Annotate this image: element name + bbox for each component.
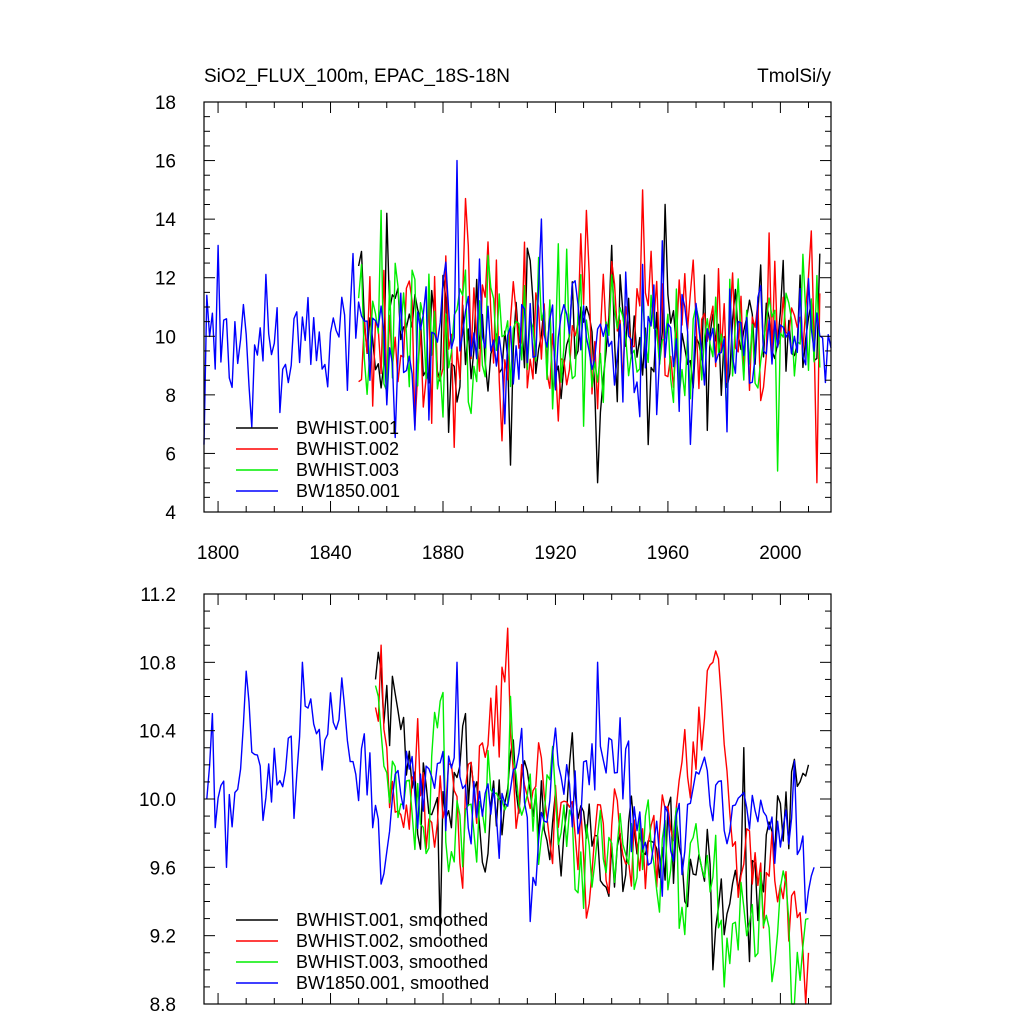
legend-label-1-2: BWHIST.003, smoothed (296, 952, 488, 972)
top-plot-frame (203, 101, 832, 513)
legend-label-0-1: BWHIST.002 (296, 439, 399, 459)
series-line-1-0 (374, 651, 810, 971)
legend-label-0-0: BWHIST.001 (296, 418, 399, 438)
x-tick-label: 1800 (197, 543, 239, 564)
legend-label-1-0: BWHIST.001, smoothed (296, 910, 488, 930)
x-tick-label: 1920 (534, 543, 576, 564)
y-tick-label: 6 (165, 444, 176, 465)
y-tick-label: 18 (155, 93, 176, 114)
y-tick-label: 10 (155, 327, 176, 348)
x-tick-label: 1840 (309, 543, 351, 564)
legend-label-1-3: BW1850.001, smoothed (296, 973, 489, 993)
y-tick-label: 10.4 (139, 722, 176, 743)
y-tick-label: 8 (165, 386, 176, 407)
y-tick-label: 10.0 (139, 790, 176, 811)
y-tick-label: 9.6 (150, 858, 176, 879)
top-chart-units: TmolSi/y (757, 66, 831, 87)
x-tick-label: 1880 (422, 543, 464, 564)
y-tick-label: 16 (155, 152, 176, 173)
bottom-series-layer (206, 627, 815, 1005)
series-line-0-3 (203, 159, 832, 446)
legend-label-0-2: BWHIST.003 (296, 460, 399, 480)
top-ticks: 4 6 8 10 12 14 16 18 1800 1840 1880 1920 1960 2000 (155, 93, 831, 564)
series-line-1-3 (206, 661, 815, 923)
legend-label-1-1: BWHIST.002, smoothed (296, 931, 488, 951)
bottom-ticks: 8.8 9.2 9.6 10.0 10.4 10.8 11.2 (139, 585, 831, 1016)
y-tick-label: 4 (165, 503, 176, 524)
x-tick-label: 2000 (759, 543, 801, 564)
y-tick-label: 12 (155, 269, 176, 290)
y-tick-label: 11.2 (140, 585, 176, 606)
top-panel: SiO2_FLUX_100m, EPAC_18S-18N TmolSi/y BW… (155, 66, 832, 564)
y-tick-label: 8.8 (150, 995, 176, 1016)
series-line-1-2 (374, 685, 809, 1005)
top-chart-title: SiO2_FLUX_100m, EPAC_18S-18N (204, 66, 510, 87)
y-tick-label: 10.8 (139, 653, 176, 674)
y-tick-label: 9.2 (150, 927, 176, 948)
top-series-layer (203, 159, 832, 484)
bottom-plot-frame (203, 593, 832, 1005)
legend-label-0-3: BW1850.001 (296, 481, 400, 501)
y-tick-label: 14 (155, 210, 177, 231)
x-tick-label: 1960 (647, 543, 689, 564)
